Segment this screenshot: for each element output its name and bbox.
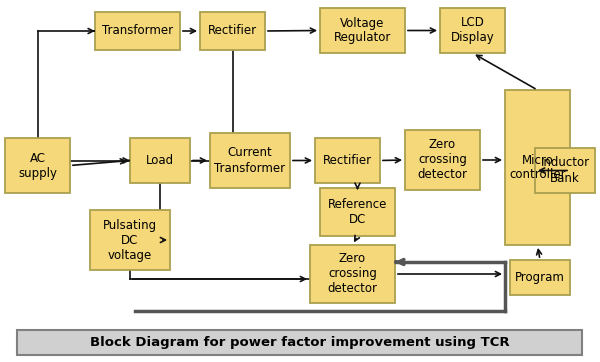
Text: Current
Transformer: Current Transformer bbox=[214, 147, 286, 174]
Bar bbox=[5, 138, 70, 193]
Bar bbox=[405, 130, 480, 190]
Text: Rectifier: Rectifier bbox=[323, 154, 372, 167]
Bar bbox=[315, 138, 380, 183]
Bar bbox=[510, 260, 570, 295]
Text: Transformer: Transformer bbox=[102, 25, 173, 38]
Bar bbox=[320, 8, 405, 53]
Text: Rectifier: Rectifier bbox=[208, 25, 257, 38]
Text: Voltage
Regulator: Voltage Regulator bbox=[334, 17, 391, 45]
Text: Reference
DC: Reference DC bbox=[328, 198, 387, 226]
Text: Program: Program bbox=[515, 271, 565, 284]
Bar bbox=[90, 210, 170, 270]
Bar bbox=[320, 188, 395, 236]
Bar bbox=[310, 245, 395, 303]
Bar bbox=[17, 330, 582, 355]
Bar bbox=[130, 138, 190, 183]
Text: Zero
crossing
detector: Zero crossing detector bbox=[328, 253, 377, 295]
Text: Pulsating
DC
voltage: Pulsating DC voltage bbox=[103, 219, 157, 261]
Text: Block Diagram for power factor improvement using TCR: Block Diagram for power factor improveme… bbox=[89, 336, 509, 349]
Text: Inductor
Bank: Inductor Bank bbox=[541, 156, 590, 185]
Bar bbox=[210, 133, 290, 188]
Text: Zero
crossing
detector: Zero crossing detector bbox=[418, 139, 467, 181]
Bar bbox=[95, 12, 180, 50]
Text: Micro
controller: Micro controller bbox=[509, 153, 566, 181]
Text: Load: Load bbox=[146, 154, 174, 167]
Bar bbox=[200, 12, 265, 50]
Bar bbox=[505, 90, 570, 245]
Bar bbox=[535, 148, 595, 193]
Text: AC
supply: AC supply bbox=[18, 152, 57, 180]
Text: LCD
Display: LCD Display bbox=[451, 17, 494, 45]
Bar bbox=[440, 8, 505, 53]
